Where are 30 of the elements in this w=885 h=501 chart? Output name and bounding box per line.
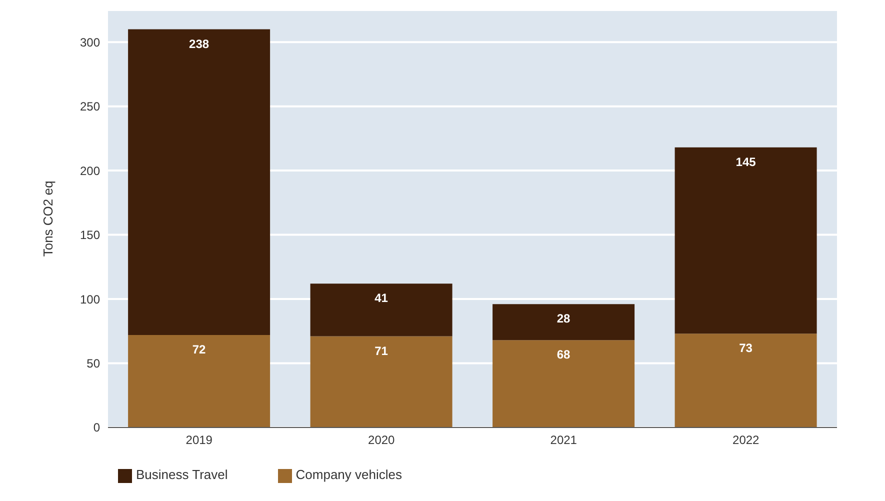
bar [128, 334, 270, 428]
y-tick-label: 250 [80, 100, 100, 114]
data-label: 68 [556, 348, 571, 362]
legend-label: Business Travel [136, 467, 228, 482]
y-axis-title: Tons CO2 eq [40, 180, 56, 257]
data-label: 238 [189, 36, 210, 51]
y-tick-label: 150 [80, 228, 100, 242]
data-label: 145 [736, 154, 756, 169]
y-tick-label: 100 [80, 292, 100, 306]
x-tick-label: 2020 [368, 432, 396, 447]
data-label: 41 [374, 291, 388, 306]
data-label: 28 [556, 312, 571, 326]
bar [492, 340, 635, 428]
y-tick-label: 0 [93, 420, 100, 435]
bar [128, 29, 270, 335]
y-tick-label: 300 [80, 35, 100, 50]
x-tick-label: 2021 [550, 432, 578, 447]
x-tick-label: 2022 [732, 432, 760, 447]
bar [674, 334, 817, 428]
y-tick-label: 200 [80, 164, 100, 178]
legend-label: Company vehicles [296, 467, 402, 482]
bar [674, 147, 817, 334]
data-label: 73 [739, 341, 753, 356]
y-tick-label: 50 [86, 356, 100, 370]
bar [310, 284, 452, 336]
bar [492, 304, 635, 340]
data-label: 72 [192, 342, 206, 356]
data-label: 71 [374, 344, 388, 358]
bar [310, 336, 452, 428]
x-tick-label: 2019 [186, 432, 213, 447]
